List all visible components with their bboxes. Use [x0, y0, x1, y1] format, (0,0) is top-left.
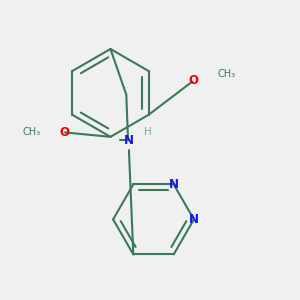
- Text: H: H: [144, 127, 152, 136]
- Text: CH₃: CH₃: [22, 127, 40, 136]
- Text: N: N: [169, 178, 179, 191]
- Text: CH₃: CH₃: [217, 69, 235, 79]
- Text: N: N: [124, 134, 134, 147]
- Text: O: O: [59, 126, 69, 139]
- Text: N: N: [189, 213, 199, 226]
- Text: O: O: [188, 74, 198, 87]
